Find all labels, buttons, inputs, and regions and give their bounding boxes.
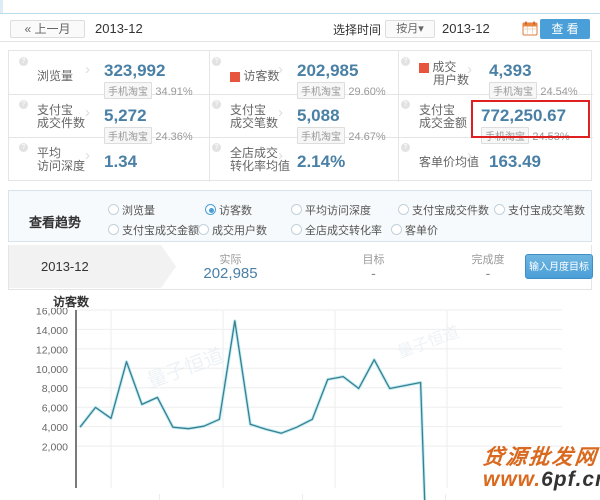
- svg-text:14,000: 14,000: [36, 325, 68, 337]
- svg-text:2,000: 2,000: [42, 442, 68, 454]
- svg-text:量子恒道: 量子恒道: [144, 344, 227, 393]
- svg-text:6,000: 6,000: [42, 403, 68, 415]
- svg-text:量子恒道: 量子恒道: [395, 323, 461, 362]
- svg-text:8,000: 8,000: [42, 383, 68, 395]
- svg-text:16,000: 16,000: [36, 308, 68, 318]
- svg-text:10,000: 10,000: [36, 364, 68, 376]
- svg-text:4,000: 4,000: [42, 422, 68, 434]
- svg-text:12,000: 12,000: [36, 344, 68, 356]
